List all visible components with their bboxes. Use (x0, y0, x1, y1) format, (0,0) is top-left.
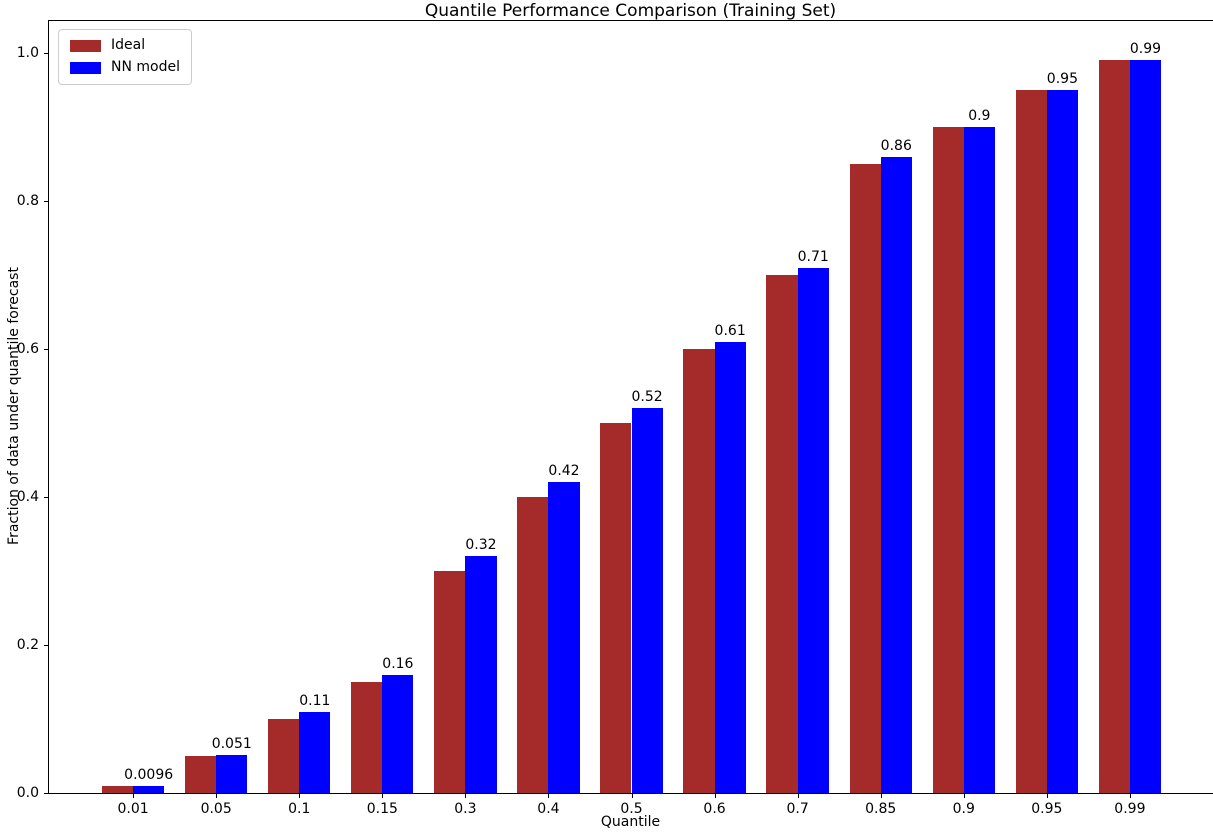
legend-swatch-nn-model-icon (70, 62, 101, 75)
legend-item-ideal: Ideal (70, 37, 180, 53)
y-tick-mark (44, 645, 48, 646)
bar-ideal (932, 127, 964, 793)
bar-nn-model (963, 127, 995, 793)
x-tick-mark (631, 794, 633, 798)
legend-label-nn-model: NN model (111, 59, 180, 76)
y-tick-mark (44, 497, 48, 498)
x-tick-label: 0.5 (620, 801, 643, 817)
plot-area: Ideal NN model 0.0096 0.01 0.051 0.05 0.11 0.… (17, 20, 1213, 817)
x-tick-mark (465, 794, 467, 798)
x-tick-mark (1129, 794, 1131, 798)
bar-nn-model (216, 755, 248, 793)
bar-value-label: 0.86 (880, 137, 912, 154)
bar-nn-model (465, 556, 497, 793)
x-tick-label: 0.4 (537, 801, 560, 817)
x-tick-label: 0.6 (703, 801, 726, 817)
x-tick-label: 0.99 (1114, 801, 1146, 817)
y-tick-mark (44, 793, 48, 794)
bar-value-label: 0.61 (714, 322, 746, 339)
y-tick-label: 0.8 (16, 193, 39, 209)
y-tick-label: 0.4 (16, 489, 39, 505)
bar-ideal (849, 164, 881, 793)
y-tick-mark (44, 349, 48, 350)
bar-nn-model (714, 341, 746, 793)
y-tick-mark (44, 201, 48, 202)
bar-value-label: 0.42 (548, 463, 580, 480)
x-tick-mark (714, 794, 716, 798)
bar-ideal (600, 423, 632, 793)
bar-ideal (185, 756, 217, 793)
x-tick-mark (963, 794, 965, 798)
y-tick-mark (44, 53, 48, 54)
legend: Ideal NN model (58, 29, 192, 85)
bar-value-label: 0.99 (1129, 41, 1162, 58)
x-tick-label: 0.7 (786, 801, 809, 817)
bar-nn-model (797, 267, 829, 793)
x-tick-label: 0.3 (454, 801, 477, 817)
bar-value-label: 0.52 (631, 389, 663, 406)
bar-ideal (101, 785, 134, 793)
bar-ideal (434, 571, 466, 793)
bar-value-label: 0.71 (797, 248, 829, 265)
bar-nn-model (382, 674, 414, 793)
bar-nn-model (548, 482, 580, 793)
bar-value-label: 0.95 (1046, 71, 1078, 87)
x-tick-label: 0.15 (366, 801, 398, 817)
x-tick-mark (133, 794, 135, 798)
y-tick-label: 0.6 (16, 341, 39, 357)
bar-ideal (268, 719, 300, 793)
x-tick-mark (1046, 794, 1048, 798)
bar-nn-model (1129, 60, 1162, 793)
bar-nn-model (133, 785, 165, 793)
bar-nn-model (880, 156, 912, 793)
bar-value-label: 0.0096 (124, 766, 174, 783)
legend-swatch-ideal-icon (70, 39, 101, 52)
chart-title: Quantile Performance Comparison (Trainin… (424, 1, 837, 21)
x-tick-mark (216, 794, 218, 798)
x-tick-label: 0.9 (952, 801, 975, 817)
x-tick-mark (880, 794, 882, 798)
x-tick-mark (382, 794, 384, 798)
x-tick-label: 0.01 (117, 801, 149, 817)
bar-ideal (1098, 60, 1130, 793)
y-tick-label: 1.0 (16, 45, 39, 61)
x-tick-label: 0.85 (865, 801, 897, 817)
x-tick-mark (797, 794, 799, 798)
bar-ideal (1015, 90, 1047, 793)
bar-nn-model (299, 711, 331, 793)
x-tick-mark (299, 794, 301, 798)
legend-label-ideal: Ideal (111, 37, 146, 53)
bar-value-label: 0.16 (382, 655, 414, 672)
x-tick-mark (548, 794, 550, 798)
x-tick-label: 0.95 (1031, 801, 1063, 817)
x-tick-label: 0.05 (200, 801, 232, 817)
y-axis-label: Fraction of data under quantile forecast (6, 267, 22, 545)
legend-item-nn-model: NN model (70, 59, 180, 76)
bar-nn-model (631, 408, 663, 793)
bar-ideal (517, 497, 549, 793)
bar-ideal (766, 275, 798, 793)
bar-value-label: 0.11 (299, 692, 331, 709)
bar-ideal (683, 349, 715, 793)
x-axis-label: Quantile (600, 814, 661, 830)
y-tick-label: 0.2 (16, 637, 39, 653)
bar-value-label: 0.9 (968, 108, 991, 124)
x-tick-label: 0.1 (288, 801, 311, 817)
bar-ideal (351, 682, 383, 793)
bar-value-label: 0.051 (211, 736, 252, 753)
bar-value-label: 0.32 (465, 537, 497, 554)
bar-nn-model (1046, 90, 1078, 793)
y-tick-label: 0.0 (16, 785, 39, 801)
